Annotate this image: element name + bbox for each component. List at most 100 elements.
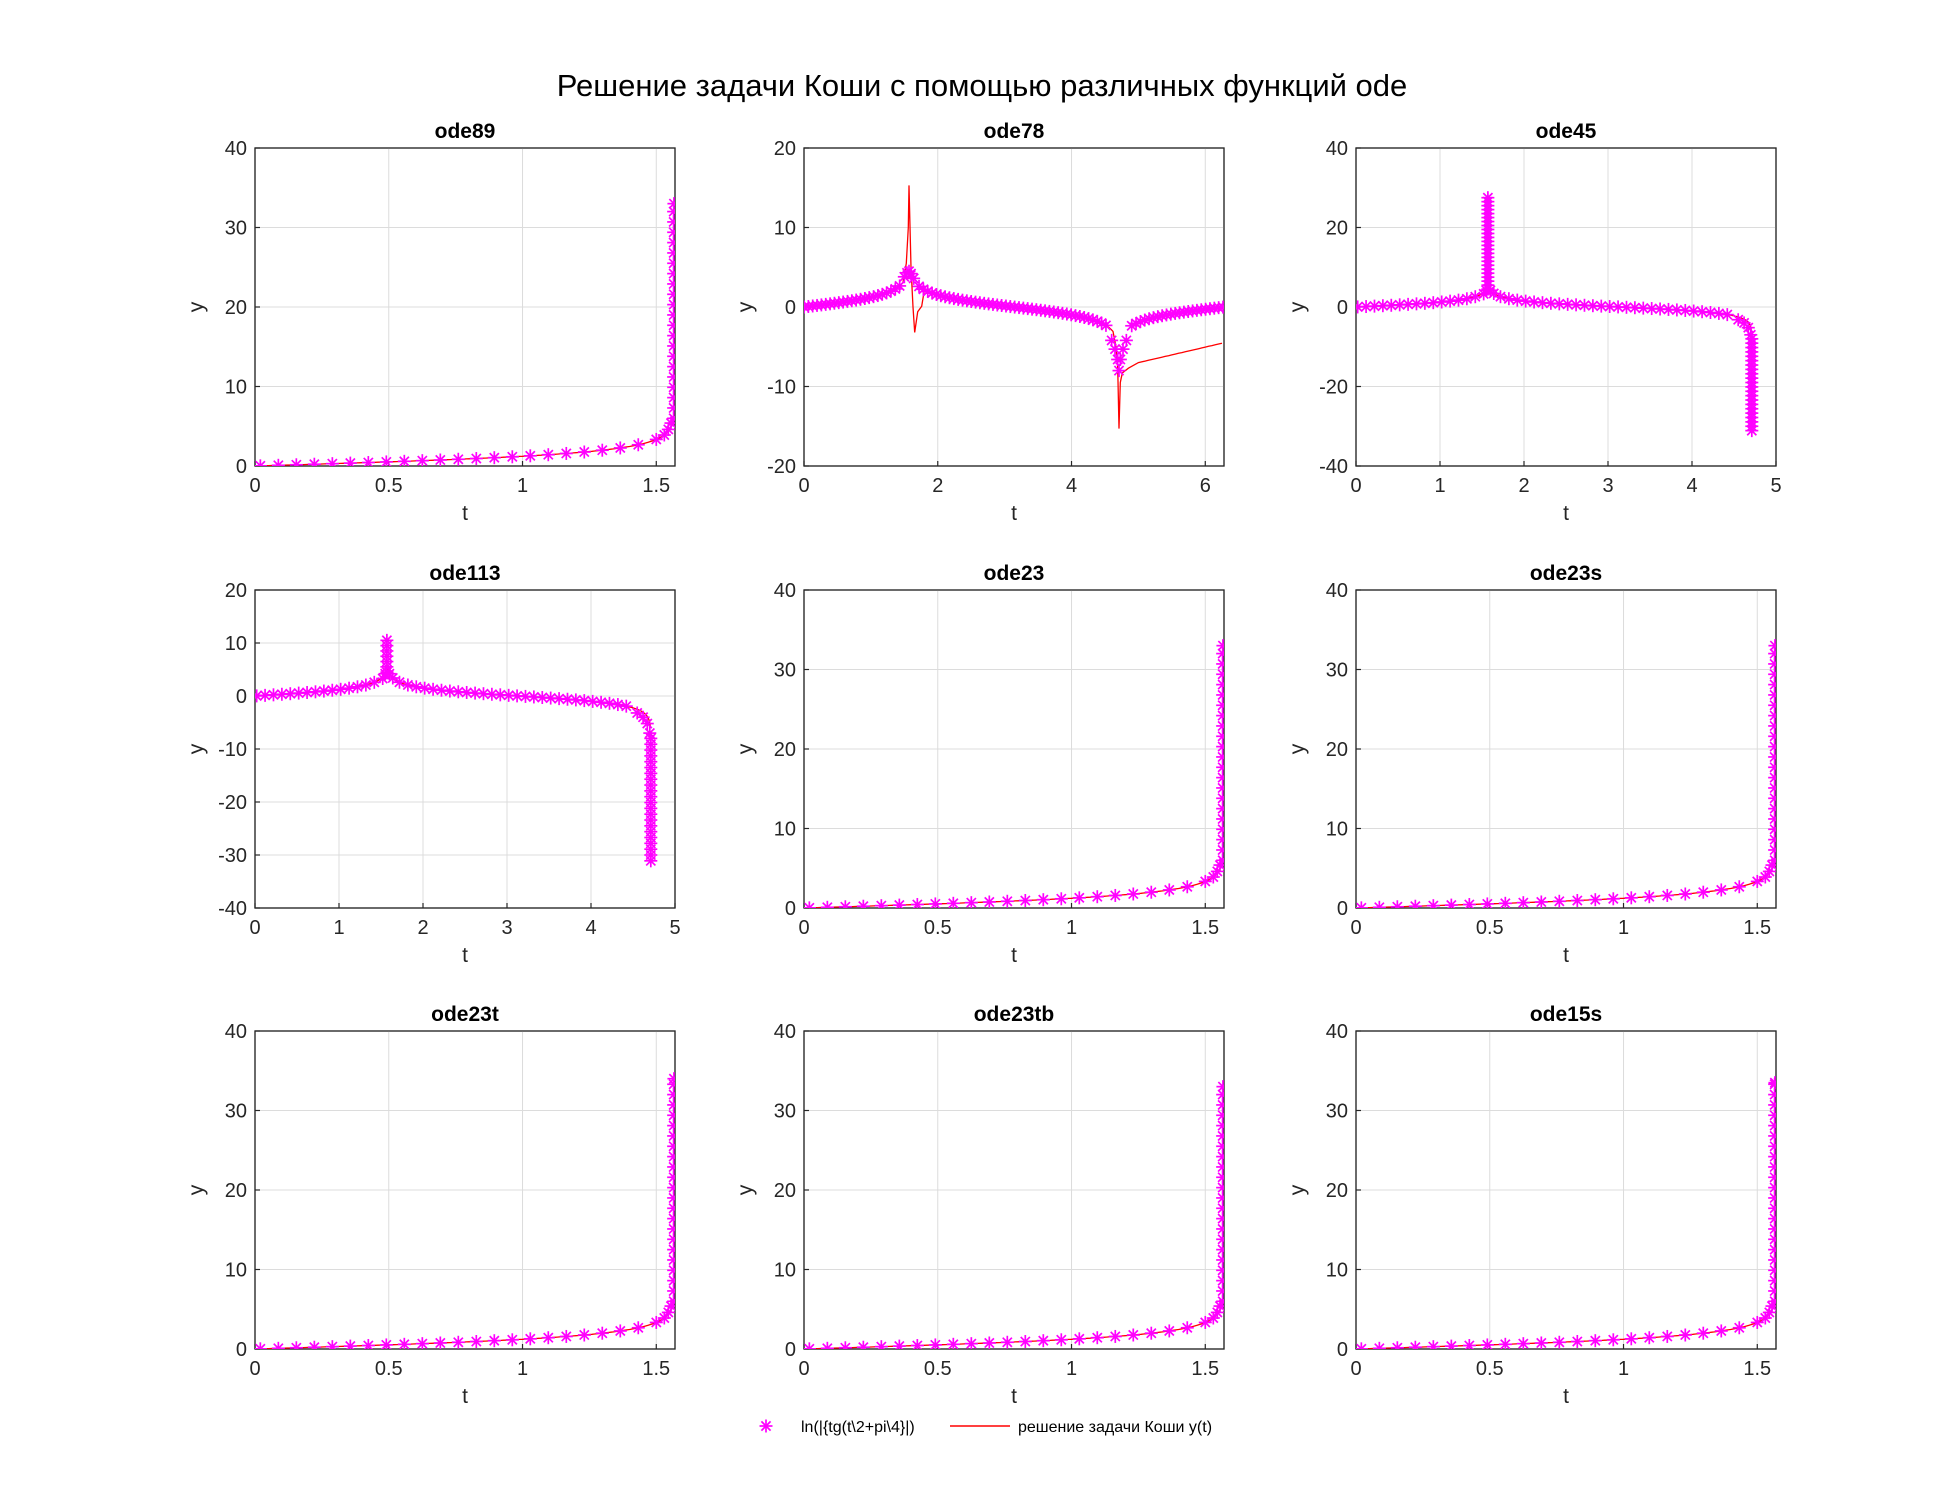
x-tick-label: 1 [1066, 1358, 1077, 1380]
y-tick-label: -40 [218, 898, 247, 920]
figure-title: Решение задачи Коши с помощью различных … [557, 68, 1408, 103]
numeric-point [1480, 897, 1494, 908]
numeric-point [1216, 639, 1224, 653]
x-tick-label: 0.5 [375, 1358, 403, 1380]
x-tick-label: 0.5 [375, 475, 403, 497]
numeric-point [523, 449, 537, 463]
numeric-point [1119, 333, 1133, 347]
x-tick-label: 5 [1770, 475, 1781, 497]
legend: ln(|{tg(t\2+pi\4}|) решение задачи Коши … [730, 1408, 1260, 1444]
numeric-point [1758, 870, 1772, 884]
numeric-point [1480, 1338, 1494, 1349]
numeric-point [964, 896, 978, 908]
plot-area [1356, 639, 1776, 908]
numeric-point [266, 688, 280, 702]
numeric-point [1768, 1076, 1776, 1090]
x-tick-label: 5 [669, 917, 680, 939]
y-tick-label: 0 [785, 898, 796, 920]
y-tick-label: 10 [774, 819, 796, 841]
numeric-point [560, 692, 574, 706]
x-tick-label: 0 [798, 917, 809, 939]
numeric-point [469, 452, 483, 466]
numeric-point [1481, 191, 1495, 205]
numeric-point [1426, 899, 1440, 908]
numeric-point [910, 1339, 924, 1349]
numeric-point [1720, 308, 1734, 322]
numeric-point [1703, 305, 1717, 319]
subplot-title: ode23t [431, 1003, 499, 1026]
numeric-point [928, 897, 942, 908]
y-tick-label: 20 [225, 580, 247, 602]
numeric-point [577, 445, 591, 459]
numeric-point [1606, 1333, 1620, 1347]
y-tick-label: 0 [785, 297, 796, 319]
legend-label-numeric: ln(|{tg(t\2+pi\4}|) [801, 1419, 915, 1436]
numeric-point [1624, 1332, 1638, 1346]
y-tick-label: 20 [225, 1180, 247, 1202]
numeric-point [255, 459, 267, 466]
x-tick-label: 0 [1350, 1358, 1361, 1380]
y-tick-label: 10 [225, 1260, 247, 1282]
y-tick-label: -20 [767, 456, 796, 478]
subplot-ode23: 0 0.5 1 1.5 0 10 20 30 40 ode23 t y [734, 562, 1225, 967]
y-tick-label: 20 [1326, 739, 1348, 761]
y-tick-label: 10 [774, 1260, 796, 1282]
numeric-point [361, 1339, 375, 1349]
y-tick-label: 0 [236, 686, 247, 708]
numeric-point [271, 1341, 285, 1349]
numeric-point [1516, 896, 1530, 908]
numeric-point [397, 454, 411, 466]
numeric-point [907, 271, 921, 285]
numeric-point [1642, 890, 1656, 904]
numeric-point [1401, 297, 1415, 311]
numeric-point [577, 1328, 591, 1342]
numeric-point [334, 682, 348, 696]
numeric-point [1498, 1337, 1512, 1349]
numeric-point [1126, 1328, 1140, 1342]
numeric-point [1036, 1334, 1050, 1348]
numeric-point [1408, 1340, 1422, 1349]
numeric-point [1018, 894, 1032, 908]
x-tick-label: 0 [1350, 475, 1361, 497]
numeric-point [541, 1331, 555, 1345]
numeric-point [1606, 892, 1620, 906]
x-tick-label: 0 [249, 475, 260, 497]
numeric-point [820, 900, 834, 908]
x-tick-label: 1 [517, 1358, 528, 1380]
numeric-point [1696, 885, 1710, 899]
subplot-title: ode23s [1530, 562, 1602, 585]
x-axis-label: t [1563, 944, 1569, 967]
y-tick-label: -10 [218, 739, 247, 761]
numeric-point [838, 1341, 852, 1349]
numeric-point [1588, 1334, 1602, 1348]
x-tick-label: 1 [517, 475, 528, 497]
subplot-ode15s: 0 0.5 1 1.5 0 10 20 30 40 ode15s t y [1286, 1003, 1777, 1408]
x-tick-label: 1.5 [1743, 917, 1771, 939]
numeric-point [1090, 1331, 1104, 1345]
numeric-point [631, 438, 645, 452]
y-tick-label: 0 [236, 456, 247, 478]
x-tick-label: 2 [932, 475, 943, 497]
numeric-point [856, 1340, 870, 1349]
numeric-point [1678, 1328, 1692, 1342]
numeric-point [535, 690, 549, 704]
numeric-point [1372, 1341, 1386, 1349]
numeric-point [1462, 898, 1476, 908]
y-tick-label: 30 [774, 1101, 796, 1123]
subplot-title: ode78 [984, 120, 1045, 143]
x-tick-label: 4 [1066, 475, 1077, 497]
numeric-point [1444, 1339, 1458, 1349]
x-axis-label: t [1011, 944, 1017, 967]
numeric-point [451, 1335, 465, 1349]
y-tick-label: -20 [1319, 377, 1348, 399]
numeric-point [469, 1335, 483, 1349]
subplot-title: ode89 [435, 120, 496, 143]
numeric-point [1162, 1324, 1176, 1338]
numeric-point [426, 682, 440, 696]
numeric-point [1660, 1329, 1674, 1343]
numeric-point [1108, 1329, 1122, 1343]
numeric-point [1732, 1321, 1746, 1335]
y-axis-label: y [1286, 743, 1309, 754]
numeric-point [1426, 1340, 1440, 1349]
